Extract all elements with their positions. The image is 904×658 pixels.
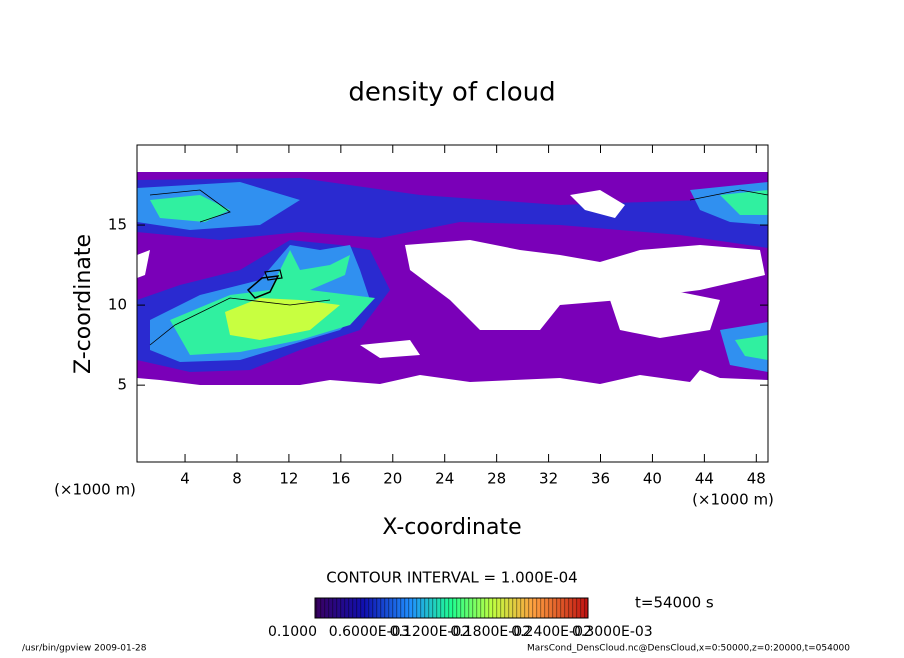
footer-left: /usr/bin/gpview 2009-01-28 bbox=[22, 644, 147, 654]
footer-right: MarsCond_DensCloud.nc@DensCloud,x=0:5000… bbox=[527, 644, 850, 654]
x-tick-label: 40 bbox=[643, 470, 662, 488]
x-tick-label: 20 bbox=[383, 470, 402, 488]
y-label: Z-coordinate bbox=[71, 234, 96, 374]
x-tick-label: 24 bbox=[435, 470, 454, 488]
y-tick-label: 15 bbox=[108, 216, 127, 234]
x-tick-label: 12 bbox=[279, 470, 298, 488]
time-label: t=54000 s bbox=[635, 594, 714, 612]
y-unit: (×1000 m) bbox=[54, 481, 136, 499]
colorbar-label: 0.1000 bbox=[268, 624, 317, 640]
x-tick-label: 4 bbox=[180, 470, 190, 488]
y-tick-label: 5 bbox=[117, 376, 127, 394]
x-label: X-coordinate bbox=[382, 515, 521, 540]
x-tick-label: 16 bbox=[331, 470, 350, 488]
x-unit: (×1000 m) bbox=[692, 491, 774, 509]
field bbox=[137, 172, 769, 385]
x-tick-label: 8 bbox=[232, 470, 242, 488]
y-tick-label: 10 bbox=[108, 296, 127, 314]
colorbar-label: 0.6000E-03 bbox=[329, 624, 410, 640]
x-tick-label: 36 bbox=[591, 470, 610, 488]
contour-interval: CONTOUR INTERVAL = 1.000E-04 bbox=[326, 569, 577, 587]
colorbar-label: 0.2400E-02 bbox=[511, 624, 592, 640]
x-tick-label: 32 bbox=[539, 470, 558, 488]
colorbar-levels bbox=[315, 598, 588, 618]
colorbar-label: 0.3000E-03 bbox=[572, 624, 653, 640]
x-tick-label: 28 bbox=[487, 470, 506, 488]
plot-frame bbox=[136, 144, 769, 463]
colorbar-label: 0.1200E-02 bbox=[390, 624, 471, 640]
x-tick-label: 48 bbox=[747, 470, 766, 488]
x-tick-label: 44 bbox=[695, 470, 714, 488]
colorbar-label: 0.1800E-02 bbox=[450, 624, 531, 640]
chart-title: density of cloud bbox=[348, 78, 555, 108]
